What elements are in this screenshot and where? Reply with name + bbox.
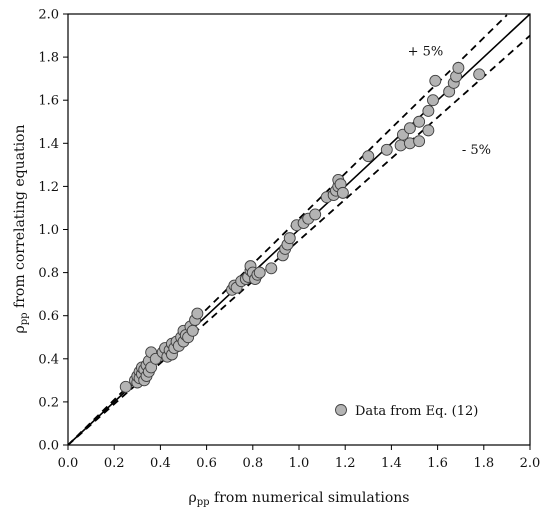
data-point (473, 68, 486, 81)
data-point (422, 124, 435, 137)
x-tick-label: 0.2 (104, 456, 125, 471)
x-tick-label: 1.0 (289, 456, 310, 471)
y-tick-label: 1.4 (38, 137, 59, 152)
legend: Data from Eq. (12) (335, 404, 478, 419)
y-axis-title-text: from correlating equation (12, 125, 28, 313)
x-tick-label: 1.4 (381, 456, 402, 471)
data-point (265, 262, 278, 275)
y-axis-title-symbol: ρ (12, 325, 28, 333)
y-axis-ticks: 0.0 0.2 0.4 0.6 0.8 1.0 1.2 1.4 1.6 1.8 2.0 (38, 8, 68, 454)
x-tick-label: 1.6 (427, 456, 448, 471)
x-tick-label: 2.0 (520, 456, 541, 471)
data-point (283, 232, 296, 245)
y-tick-label: 0.2 (38, 395, 59, 410)
y-axis-title: ρpp from correlating equation (12, 125, 30, 334)
x-axis-title: ρpp from numerical simulations (189, 490, 410, 508)
x-tick-label: 1.2 (335, 456, 356, 471)
y-axis-title-subscript: pp (19, 312, 30, 325)
data-point (191, 307, 204, 320)
data-point (422, 105, 435, 117)
y-tick-label: 1.6 (38, 94, 59, 109)
data-point (309, 208, 322, 221)
x-tick-label: 0.0 (58, 456, 79, 471)
x-axis-ticks: 0.0 0.2 0.4 0.6 0.8 1.0 1.2 1.4 1.6 1.8 2.0 (58, 445, 541, 471)
legend-label: Data from Eq. (12) (355, 404, 478, 419)
data-point (427, 94, 439, 107)
x-axis-title-symbol: ρ (189, 490, 197, 506)
x-tick-label: 0.4 (150, 456, 171, 471)
x-axis-title-text: from numerical simulations (210, 490, 410, 506)
data-point (380, 143, 393, 156)
x-tick-label: 1.8 (473, 456, 494, 471)
data-point (186, 324, 199, 337)
data-point (119, 380, 132, 393)
x-tick-label: 0.6 (196, 456, 217, 471)
y-tick-label: 0.6 (38, 309, 59, 324)
x-tick-label: 0.8 (242, 456, 263, 471)
plus-5-percent-label: + 5% (408, 44, 444, 59)
data-point (413, 135, 426, 148)
y-tick-label: 0.4 (38, 352, 59, 367)
x-axis-title-subscript: pp (197, 497, 210, 508)
data-point (413, 115, 426, 128)
y-tick-label: 0.8 (38, 266, 59, 281)
data-point (253, 266, 266, 279)
legend-marker-icon (335, 404, 347, 416)
data-point (336, 186, 349, 199)
minus-5-percent-label: - 5% (462, 143, 491, 158)
y-tick-label: 1.0 (38, 223, 59, 238)
data-point (403, 122, 416, 135)
y-tick-label: 0.0 (38, 439, 59, 454)
y-tick-label: 1.2 (38, 180, 59, 195)
line-annotations: + 5% - 5% (408, 44, 491, 158)
data-points (119, 61, 486, 393)
data-point (429, 74, 442, 87)
y-tick-label: 1.8 (38, 51, 59, 66)
plot-area (67, 13, 531, 446)
data-point (362, 150, 375, 163)
data-point (452, 61, 465, 74)
y-tick-label: 2.0 (38, 8, 59, 23)
